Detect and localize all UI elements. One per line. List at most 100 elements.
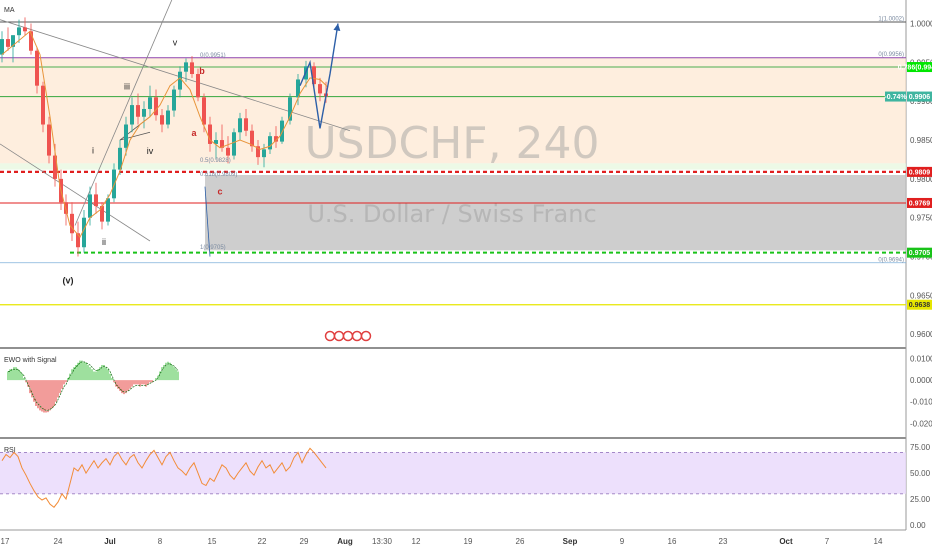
candle-body xyxy=(124,124,128,148)
ewo-legend: EWO with Signal xyxy=(4,357,57,364)
candle-body xyxy=(296,79,300,98)
candle-body xyxy=(35,50,39,86)
price-tag-text-support-1: 0.9809 xyxy=(909,169,931,176)
level-label-fib-low: 0(0.9694) xyxy=(878,257,904,263)
event-badge-1[interactable] xyxy=(324,330,336,342)
price-change-text: -0.74% xyxy=(884,94,907,101)
event-badges[interactable] xyxy=(324,330,372,342)
wave-label: iii xyxy=(124,82,130,92)
candle-body xyxy=(256,146,260,158)
time-tick-label: Jul xyxy=(104,537,116,546)
candle-body xyxy=(184,62,188,72)
rsi-tick-label: 0.00 xyxy=(910,521,926,530)
event-badge-5[interactable] xyxy=(360,330,372,342)
price-tag-text-support-4: 0.9638 xyxy=(909,302,931,309)
rsi-axis: 75.00 50.00 25.00 0.00 xyxy=(910,443,931,530)
price-tag-current-price xyxy=(907,91,932,102)
event-badge-3[interactable] xyxy=(342,330,354,342)
horizontal-levels xyxy=(0,21,906,306)
candle-body xyxy=(70,213,74,234)
time-tick-label: 29 xyxy=(300,537,309,546)
time-tick-label: 19 xyxy=(464,537,473,546)
candle-body xyxy=(226,147,230,156)
ewo-tick-label: -0.0200 xyxy=(910,419,932,428)
candle-body xyxy=(268,136,272,150)
ewo-bars xyxy=(7,360,179,413)
rsi-tick-label: 50.00 xyxy=(910,469,931,478)
rsi-band xyxy=(0,452,906,494)
wave-label: a xyxy=(191,128,197,138)
candle-body xyxy=(178,71,182,90)
trendline-lower-channel xyxy=(0,143,151,242)
fib-band-green xyxy=(0,163,906,170)
time-tick-label: 17 xyxy=(1,537,10,546)
fib-label: 0.5(0.9828) xyxy=(200,158,231,164)
price-tag-text-support-2: 0.9769 xyxy=(909,200,931,207)
time-tick-label: Oct xyxy=(779,537,793,546)
candle-body xyxy=(214,140,218,144)
time-tick-label: 12 xyxy=(412,537,421,546)
time-tick-label: Aug xyxy=(337,537,353,546)
time-tick-label: 15 xyxy=(208,537,217,546)
wave-label: (v) xyxy=(63,276,74,286)
event-badge-2[interactable] xyxy=(333,330,345,342)
candle-body xyxy=(232,132,236,156)
fib-label: 0(0.9951) xyxy=(200,53,226,59)
candle-body xyxy=(208,124,212,144)
candle-body xyxy=(148,97,152,109)
candle-body xyxy=(250,130,254,147)
candle-body xyxy=(76,233,80,248)
price-tag-text-fib-0786: 0.786(0.9944) xyxy=(898,65,932,72)
price-tag-support-3 xyxy=(907,247,932,258)
level-label-fib-0: 0(0.9956) xyxy=(878,52,904,58)
time-tick-label: 14 xyxy=(874,537,883,546)
time-tick-label: 24 xyxy=(54,537,63,546)
watermark-name: U.S. Dollar / Swiss Franc xyxy=(307,200,596,228)
support-zone xyxy=(205,175,906,251)
watermark-symbol: USDCHF, 240 xyxy=(304,118,599,169)
time-tick-label: Sep xyxy=(563,537,578,546)
candle-body xyxy=(274,136,278,142)
candle-body xyxy=(318,84,322,94)
ma-legend: MA xyxy=(4,7,15,14)
candle-body xyxy=(17,27,21,36)
candle-body xyxy=(0,39,4,55)
time-tick-label: 7 xyxy=(825,537,830,546)
candle-body xyxy=(220,140,224,148)
candle-body xyxy=(160,115,164,125)
fib-label: 0.618(0.9809) xyxy=(200,172,237,178)
wave-label: i xyxy=(92,145,94,155)
candle-body xyxy=(190,62,194,75)
rsi-legend: RSI xyxy=(4,447,16,454)
candle-body xyxy=(312,66,316,85)
wave-label: b xyxy=(199,66,205,76)
price-tick-label: 0.9600 xyxy=(910,330,932,339)
time-tick-label: 13:30 xyxy=(372,537,393,546)
ma-line xyxy=(1,30,329,239)
trendline-impulse xyxy=(74,0,173,226)
candle-body xyxy=(142,108,146,117)
candle-body xyxy=(244,118,248,131)
time-tick-label: 16 xyxy=(668,537,677,546)
ewo-signal-line xyxy=(8,361,179,411)
candle-body xyxy=(238,118,242,133)
rsi-tick-label: 25.00 xyxy=(910,495,931,504)
price-tag-text-support-3: 0.9705 xyxy=(909,250,931,257)
price-tag-text-current-price: 0.9906 xyxy=(909,94,931,101)
candle-body xyxy=(100,206,104,222)
wave-label: ii xyxy=(102,237,106,247)
candle-body xyxy=(6,39,10,47)
fib-labels: 0(0.9951) 1(0.9705) 0.5(0.9828) 0.618(0.980… xyxy=(200,53,237,251)
event-badge-4[interactable] xyxy=(351,330,363,342)
fib-label: 1(0.9705) xyxy=(200,245,226,251)
candle-body xyxy=(130,105,134,125)
candle-body xyxy=(29,31,33,51)
